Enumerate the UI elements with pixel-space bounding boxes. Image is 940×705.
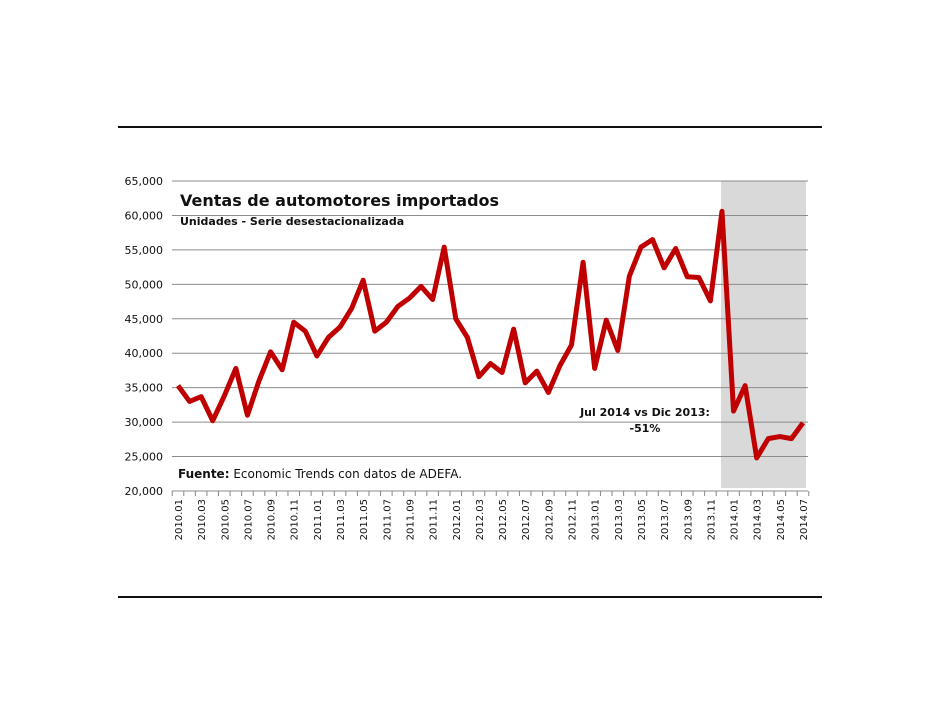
- x-tick-label: 2012.03: [475, 499, 486, 540]
- bottom-rule: [118, 596, 822, 598]
- x-tick-label: 2010.01: [174, 499, 185, 540]
- x-tick-label: 2013.01: [591, 499, 602, 540]
- x-tick-label: 2011.05: [359, 499, 370, 540]
- chart-subtitle: Unidades - Serie desestacionalizada: [180, 215, 405, 228]
- x-tick-label: 2010.07: [243, 499, 254, 540]
- x-tick-label: 2011.11: [429, 499, 440, 540]
- x-tick-label: 2014.01: [730, 499, 741, 540]
- y-tick-label: 20,000: [125, 485, 164, 498]
- x-tick-label: 2012.09: [544, 499, 555, 540]
- y-tick-label: 55,000: [125, 244, 164, 257]
- annotation-line1: Jul 2014 vs Dic 2013:: [580, 406, 710, 419]
- y-tick-label: 65,000: [125, 175, 164, 188]
- x-tick-label: 2012.05: [498, 499, 509, 540]
- x-tick-label: 2010.05: [220, 499, 231, 540]
- x-tick-label: 2013.07: [660, 499, 671, 540]
- x-tick-label: 2013.03: [614, 499, 625, 540]
- source-text: Economic Trends con datos de ADEFA.: [233, 467, 463, 481]
- x-tick-label: 2011.07: [382, 499, 393, 540]
- y-tick-label: 40,000: [125, 347, 164, 360]
- top-rule: [118, 126, 822, 128]
- x-tick-label: 2011.03: [336, 499, 347, 540]
- y-tick-label: 25,000: [125, 451, 164, 464]
- source-note: Fuente: Economic Trends con datos de ADE…: [178, 467, 462, 481]
- x-tick-label: 2010.03: [197, 499, 208, 540]
- x-tick-label: 2011.01: [313, 499, 324, 540]
- annotation-line2: -51%: [629, 422, 661, 435]
- annotation: Jul 2014 vs Dic 2013: -51%: [560, 405, 730, 437]
- x-tick-label: 2010.11: [290, 499, 301, 540]
- y-tick-label: 35,000: [125, 382, 164, 395]
- chart-title: Ventas de automotores importados: [180, 191, 500, 210]
- y-tick-label: 45,000: [125, 313, 164, 326]
- y-tick-label: 60,000: [125, 209, 164, 222]
- x-tick-label: 2014.07: [799, 499, 810, 540]
- x-tick-label: 2013.11: [706, 499, 717, 540]
- y-tick-label: 50,000: [125, 278, 164, 291]
- x-tick-label: 2012.11: [568, 499, 579, 540]
- x-tick-label: 2014.05: [776, 499, 787, 540]
- x-tick-label: 2012.01: [452, 499, 463, 540]
- x-tick-label: 2011.09: [405, 499, 416, 540]
- x-tick-label: 2010.09: [267, 499, 278, 540]
- source-label: Fuente:: [178, 467, 230, 481]
- x-tick-label: 2013.09: [683, 499, 694, 540]
- x-tick-label: 2013.05: [637, 499, 648, 540]
- x-tick-label: 2012.07: [521, 499, 532, 540]
- x-tick-label: 2014.03: [753, 499, 764, 540]
- y-tick-label: 30,000: [125, 416, 164, 429]
